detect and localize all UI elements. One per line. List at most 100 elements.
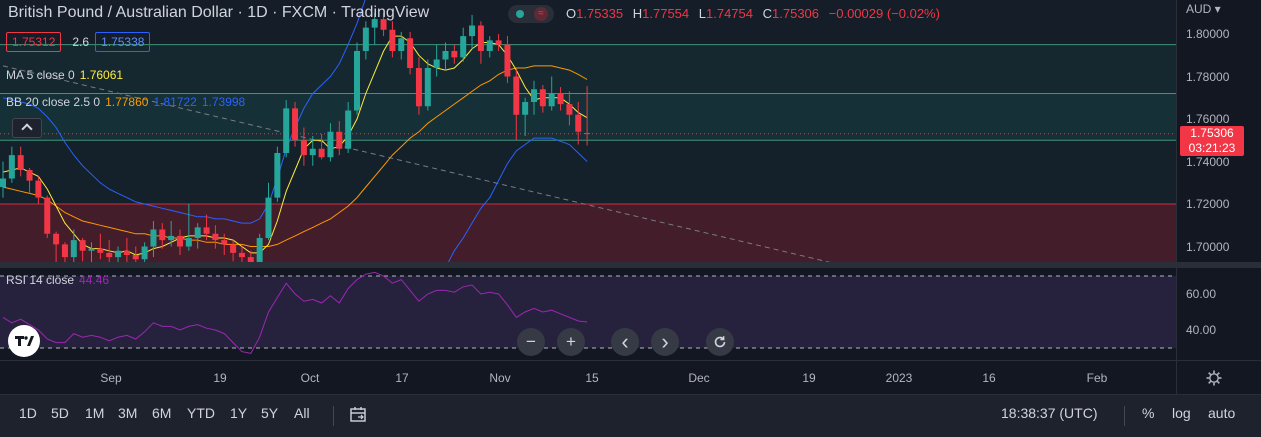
price-tick: 1.80000 bbox=[1186, 27, 1230, 41]
candle-body bbox=[336, 131, 343, 149]
range-5y-button[interactable]: 5Y bbox=[261, 405, 279, 421]
candle-body bbox=[212, 233, 219, 241]
chart-settings-corner[interactable] bbox=[1176, 360, 1261, 395]
toolbar-divider bbox=[1124, 406, 1125, 426]
candle-body bbox=[486, 40, 493, 51]
zoom-in-button[interactable]: + bbox=[557, 328, 585, 356]
range-1d-button[interactable]: 1D bbox=[19, 405, 37, 421]
candle-body bbox=[548, 93, 555, 107]
chevron-up-icon bbox=[21, 123, 33, 135]
time-label: Sep bbox=[100, 371, 122, 385]
candle-body bbox=[194, 227, 201, 238]
range-1y-button[interactable]: 1Y bbox=[230, 405, 248, 421]
candle-body bbox=[123, 250, 130, 255]
time-label: Feb bbox=[1086, 371, 1108, 385]
candle-body bbox=[495, 40, 502, 45]
candle-body bbox=[433, 59, 440, 68]
tradingview-logo[interactable] bbox=[8, 325, 40, 357]
price-chart[interactable]: British Pound / Australian Dollar · 1D ·… bbox=[0, 0, 1176, 262]
candle-body bbox=[451, 51, 458, 58]
reset-chart-button[interactable] bbox=[706, 328, 734, 356]
candlestick-chart[interactable] bbox=[0, 0, 1176, 262]
candle-body bbox=[150, 229, 157, 247]
candle-body bbox=[522, 102, 529, 115]
candle-body bbox=[371, 19, 378, 28]
collapse-legend-button[interactable] bbox=[12, 118, 42, 138]
candle-body bbox=[380, 19, 387, 30]
indicator-toggle-pill[interactable]: ≈ bbox=[508, 5, 554, 23]
bb-legend[interactable]: BB 20 close 2.5 0 1.77860 1.81722 1.7399… bbox=[6, 95, 250, 109]
zoom-out-button[interactable]: − bbox=[517, 328, 545, 356]
tv-logo-icon bbox=[15, 336, 34, 346]
date-range-icon[interactable] bbox=[349, 406, 369, 424]
rsi-pane[interactable]: RSI 14 close 44.46 bbox=[0, 268, 1176, 360]
range-1m-button[interactable]: 1M bbox=[85, 405, 105, 421]
candle-body bbox=[61, 244, 68, 258]
reset-icon bbox=[714, 336, 726, 348]
pane-separator[interactable] bbox=[0, 262, 1261, 268]
price-tick: 1.78000 bbox=[1186, 70, 1230, 84]
bb-lower-line bbox=[447, 137, 588, 262]
utc-clock[interactable]: 18:38:37 (UTC) bbox=[1001, 405, 1098, 421]
rsi-legend[interactable]: RSI 14 close 44.46 bbox=[6, 273, 114, 287]
last-price-tag: 1.75306 03:21:23 bbox=[1180, 126, 1244, 156]
buy-button[interactable]: 1.75338 bbox=[95, 32, 151, 52]
candle-body bbox=[53, 233, 60, 245]
candle-body bbox=[132, 255, 139, 260]
rsi-axis[interactable]: 60.00 40.00 bbox=[1176, 268, 1261, 360]
gear-icon[interactable] bbox=[1205, 369, 1223, 387]
candle-body bbox=[327, 131, 334, 158]
candle-body bbox=[115, 250, 122, 258]
candle-body bbox=[354, 51, 360, 111]
candle-body bbox=[415, 68, 422, 107]
candle-body bbox=[274, 153, 281, 198]
candle-body bbox=[265, 197, 272, 238]
percent-toggle[interactable]: % bbox=[1142, 405, 1155, 421]
scroll-left-button[interactable]: ‹ bbox=[611, 328, 639, 356]
candle-body bbox=[141, 246, 148, 260]
candle-body bbox=[575, 114, 582, 132]
range-3m-button[interactable]: 3M bbox=[118, 405, 138, 421]
candle-body bbox=[292, 108, 299, 141]
candle-body bbox=[407, 38, 414, 68]
toolbar-divider bbox=[333, 406, 334, 426]
range-ytd-button[interactable]: YTD bbox=[187, 405, 215, 421]
price-tick: 1.70000 bbox=[1186, 240, 1230, 254]
bb-lower-value: 1.73998 bbox=[201, 95, 246, 109]
candle-body bbox=[17, 155, 24, 170]
scroll-right-button[interactable]: › bbox=[651, 328, 679, 356]
symbol-title[interactable]: British Pound / Australian Dollar · 1D ·… bbox=[8, 4, 430, 21]
range-6m-button[interactable]: 6M bbox=[152, 405, 172, 421]
range-all-button[interactable]: All bbox=[294, 405, 310, 421]
candle-body bbox=[539, 89, 546, 107]
range-5d-button[interactable]: 5D bbox=[51, 405, 69, 421]
rsi-value: 44.46 bbox=[79, 273, 110, 287]
rsi-tick: 40.00 bbox=[1186, 323, 1217, 337]
candle-body bbox=[97, 248, 104, 253]
change-value: −0.00029 (−0.02%) bbox=[828, 6, 940, 21]
candle-body bbox=[389, 29, 396, 51]
zone-lower bbox=[0, 140, 1176, 204]
auto-toggle[interactable]: auto bbox=[1208, 405, 1236, 421]
price-tick: 1.72000 bbox=[1186, 197, 1230, 211]
candle-body bbox=[283, 108, 290, 153]
candle-body bbox=[309, 148, 316, 156]
candle-body bbox=[70, 240, 77, 258]
candle-body bbox=[345, 110, 352, 149]
time-axis[interactable]: Sep 19 Oct 17 Nov 15 Dec 19 2023 16 Feb bbox=[0, 360, 1176, 395]
log-toggle[interactable]: log bbox=[1172, 405, 1191, 421]
time-label: Dec bbox=[688, 371, 710, 385]
currency-label[interactable]: AUD ▾ bbox=[1186, 2, 1221, 16]
candle-body bbox=[469, 25, 476, 37]
candle-body bbox=[185, 238, 192, 247]
candle-body bbox=[177, 235, 183, 247]
ma-label: MA 5 close 0 bbox=[6, 68, 75, 82]
rsi-label: RSI 14 close bbox=[6, 273, 75, 287]
time-label: 17 bbox=[395, 371, 409, 385]
candle-body bbox=[398, 38, 405, 51]
sell-button[interactable]: 1.75312 bbox=[6, 32, 62, 52]
candle-body bbox=[221, 240, 228, 245]
bb-basis-value: 1.77860 bbox=[105, 95, 149, 109]
bottom-toolbar: 1D 5D 1M 3M 6M YTD 1Y 5Y All 18:38:37 (U… bbox=[0, 394, 1261, 437]
ma-legend[interactable]: MA 5 close 0 1.76061 bbox=[6, 68, 128, 82]
